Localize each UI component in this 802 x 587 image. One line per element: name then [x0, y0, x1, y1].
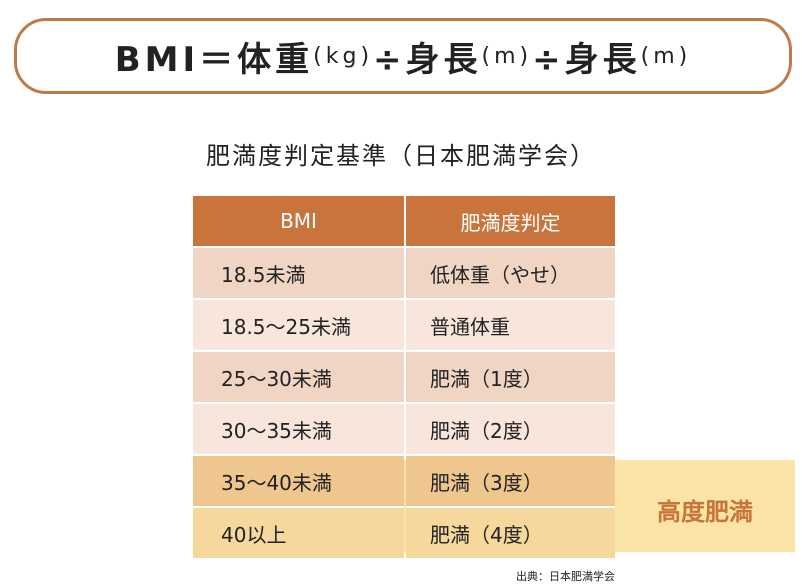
table-cell: 40以上: [193, 506, 404, 558]
source: 出典：日本肥満学会: [516, 570, 615, 583]
table-cell: 肥満（2度）: [406, 402, 615, 454]
highlight-label: 高度肥満: [657, 498, 753, 526]
formula-part: BMI＝体重: [114, 39, 314, 80]
table-cell: 35〜40未満: [193, 454, 404, 506]
table-cell: 18.5未満: [193, 246, 404, 298]
formula-part: ÷身長: [532, 39, 641, 80]
formula-box: BMI＝体重 (kg) ÷身長 (m) ÷身長 (m): [14, 18, 792, 94]
table-cell: 肥満（3度）: [406, 454, 615, 506]
table-cell: 18.5〜25未満: [193, 298, 404, 350]
formula-part: (kg): [313, 43, 374, 69]
table-cell: 肥満（4度）: [406, 506, 615, 558]
header-cell: 肥満度判定: [406, 196, 615, 246]
table-cell: 30〜35未満: [193, 402, 404, 454]
table-cell: 普通体重: [406, 298, 615, 350]
title: 肥満度判定基準（日本肥満学会）: [206, 142, 596, 170]
table-cell: 肥満（1度）: [406, 350, 615, 402]
formula-part: (m): [640, 43, 692, 69]
formula-part: (m): [481, 43, 533, 69]
header-cell: BMI: [193, 196, 404, 246]
formula-part: ÷身長: [373, 39, 482, 80]
table-cell: 25〜30未満: [193, 350, 404, 402]
table-cell: 低体重（やせ）: [406, 246, 615, 298]
